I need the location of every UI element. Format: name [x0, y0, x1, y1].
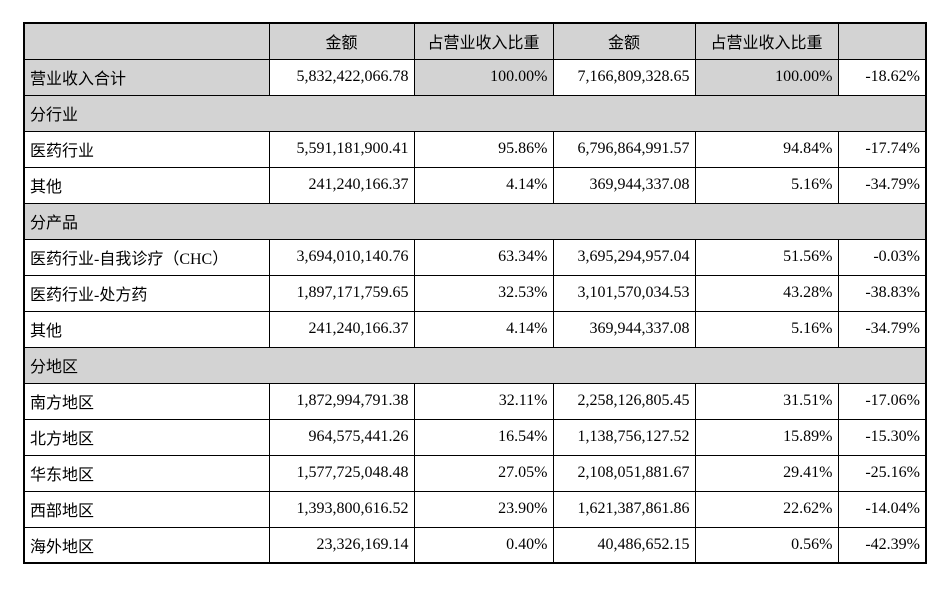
pct-cell: 22.62% [694, 490, 839, 528]
amount-cell: 241,240,166.37 [268, 166, 415, 204]
amount-cell: 3,694,010,140.76 [268, 238, 415, 276]
change-cell: -25.16% [837, 454, 927, 492]
amount-cell: 2,108,051,881.67 [552, 454, 696, 492]
row-label-cell: 南方地区 [23, 382, 270, 420]
amount-cell: 5,832,422,066.78 [268, 58, 415, 96]
table-row: 南方地区 1,872,994,791.38 32.11% 2,258,126,805.… [23, 382, 927, 420]
amount-cell: 369,944,337.08 [552, 310, 696, 348]
change-cell: -38.83% [837, 274, 927, 312]
table-row: 医药行业-自我诊疗（CHC） 3,694,010,140.76 63.34% 3,69… [23, 238, 927, 276]
row-label-cell: 其他 [23, 310, 270, 348]
revenue-breakdown-table: 金额 占营业收入比重 金额 占营业收入比重 营业收入合计 5,832,422,06… [23, 22, 927, 564]
amount-cell: 1,621,387,861.86 [552, 490, 696, 528]
total-row: 营业收入合计 5,832,422,066.78 100.00% 7,166,809,3… [23, 58, 927, 96]
header-cell-empty-left [23, 22, 270, 60]
row-label-cell: 其他 [23, 166, 270, 204]
section-label-cell: 分产品 [23, 202, 927, 240]
change-cell: -17.74% [837, 130, 927, 168]
change-cell: -15.30% [837, 418, 927, 456]
change-cell: -0.03% [837, 238, 927, 276]
pct-cell: 16.54% [413, 418, 554, 456]
amount-cell: 964,575,441.26 [268, 418, 415, 456]
pct-cell: 4.14% [413, 166, 554, 204]
row-label-cell: 西部地区 [23, 490, 270, 528]
amount-cell: 6,796,864,991.57 [552, 130, 696, 168]
amount-cell: 40,486,652.15 [552, 526, 696, 564]
header-cell-empty-right [837, 22, 927, 60]
change-cell: -34.79% [837, 310, 927, 348]
row-label-cell: 营业收入合计 [23, 58, 270, 96]
pct-cell: 5.16% [694, 166, 839, 204]
section-label-cell: 分行业 [23, 94, 927, 132]
change-cell: -17.06% [837, 382, 927, 420]
pct-cell: 51.56% [694, 238, 839, 276]
pct-cell: 15.89% [694, 418, 839, 456]
amount-cell: 5,591,181,900.41 [268, 130, 415, 168]
amount-cell: 1,138,756,127.52 [552, 418, 696, 456]
pct-cell: 43.28% [694, 274, 839, 312]
row-label-cell: 华东地区 [23, 454, 270, 492]
table-row: 医药行业 5,591,181,900.41 95.86% 6,796,864,991.… [23, 130, 927, 168]
change-cell: -34.79% [837, 166, 927, 204]
header-cell-amount-2: 金额 [552, 22, 696, 60]
pct-cell: 5.16% [694, 310, 839, 348]
pct-cell: 100.00% [413, 58, 554, 96]
pct-cell: 95.86% [413, 130, 554, 168]
amount-cell: 3,695,294,957.04 [552, 238, 696, 276]
pct-cell: 63.34% [413, 238, 554, 276]
change-cell: -18.62% [837, 58, 927, 96]
amount-cell: 369,944,337.08 [552, 166, 696, 204]
amount-cell: 1,393,800,616.52 [268, 490, 415, 528]
amount-cell: 7,166,809,328.65 [552, 58, 696, 96]
header-cell-amount-1: 金额 [268, 22, 415, 60]
row-label-cell: 北方地区 [23, 418, 270, 456]
amount-cell: 1,872,994,791.38 [268, 382, 415, 420]
pct-cell: 31.51% [694, 382, 839, 420]
table-row: 北方地区 964,575,441.26 16.54% 1,138,756,127.52… [23, 418, 927, 456]
pct-cell: 0.56% [694, 526, 839, 564]
amount-cell: 3,101,570,034.53 [552, 274, 696, 312]
pct-cell: 94.84% [694, 130, 839, 168]
table-row: 其他 241,240,166.37 4.14% 369,944,337.08 5.16%… [23, 310, 927, 348]
change-cell: -42.39% [837, 526, 927, 564]
pct-cell: 0.40% [413, 526, 554, 564]
amount-cell: 241,240,166.37 [268, 310, 415, 348]
row-label-cell: 医药行业-自我诊疗（CHC） [23, 238, 270, 276]
header-cell-pct-1: 占营业收入比重 [413, 22, 554, 60]
header-row: 金额 占营业收入比重 金额 占营业收入比重 [23, 22, 927, 60]
table-row: 海外地区 23,326,169.14 0.40% 40,486,652.15 0.56%… [23, 526, 927, 564]
table-row: 华东地区 1,577,725,048.48 27.05% 2,108,051,881.… [23, 454, 927, 492]
table-body: 营业收入合计 5,832,422,066.78 100.00% 7,166,809,3… [23, 58, 927, 564]
pct-cell: 32.53% [413, 274, 554, 312]
amount-cell: 1,897,171,759.65 [268, 274, 415, 312]
pct-cell: 4.14% [413, 310, 554, 348]
pct-cell: 100.00% [694, 58, 839, 96]
section-row: 分行业 [23, 94, 927, 132]
row-label-cell: 医药行业-处方药 [23, 274, 270, 312]
pct-cell: 29.41% [694, 454, 839, 492]
section-label-cell: 分地区 [23, 346, 927, 384]
table-row: 其他 241,240,166.37 4.14% 369,944,337.08 5.16%… [23, 166, 927, 204]
pct-cell: 32.11% [413, 382, 554, 420]
section-row: 分产品 [23, 202, 927, 240]
row-label-cell: 医药行业 [23, 130, 270, 168]
row-label-cell: 海外地区 [23, 526, 270, 564]
table-row: 西部地区 1,393,800,616.52 23.90% 1,621,387,861.… [23, 490, 927, 528]
pct-cell: 27.05% [413, 454, 554, 492]
change-cell: -14.04% [837, 490, 927, 528]
pct-cell: 23.90% [413, 490, 554, 528]
table-row: 医药行业-处方药 1,897,171,759.65 32.53% 3,101,570,… [23, 274, 927, 312]
amount-cell: 2,258,126,805.45 [552, 382, 696, 420]
header-cell-pct-2: 占营业收入比重 [694, 22, 839, 60]
amount-cell: 23,326,169.14 [268, 526, 415, 564]
amount-cell: 1,577,725,048.48 [268, 454, 415, 492]
section-row: 分地区 [23, 346, 927, 384]
